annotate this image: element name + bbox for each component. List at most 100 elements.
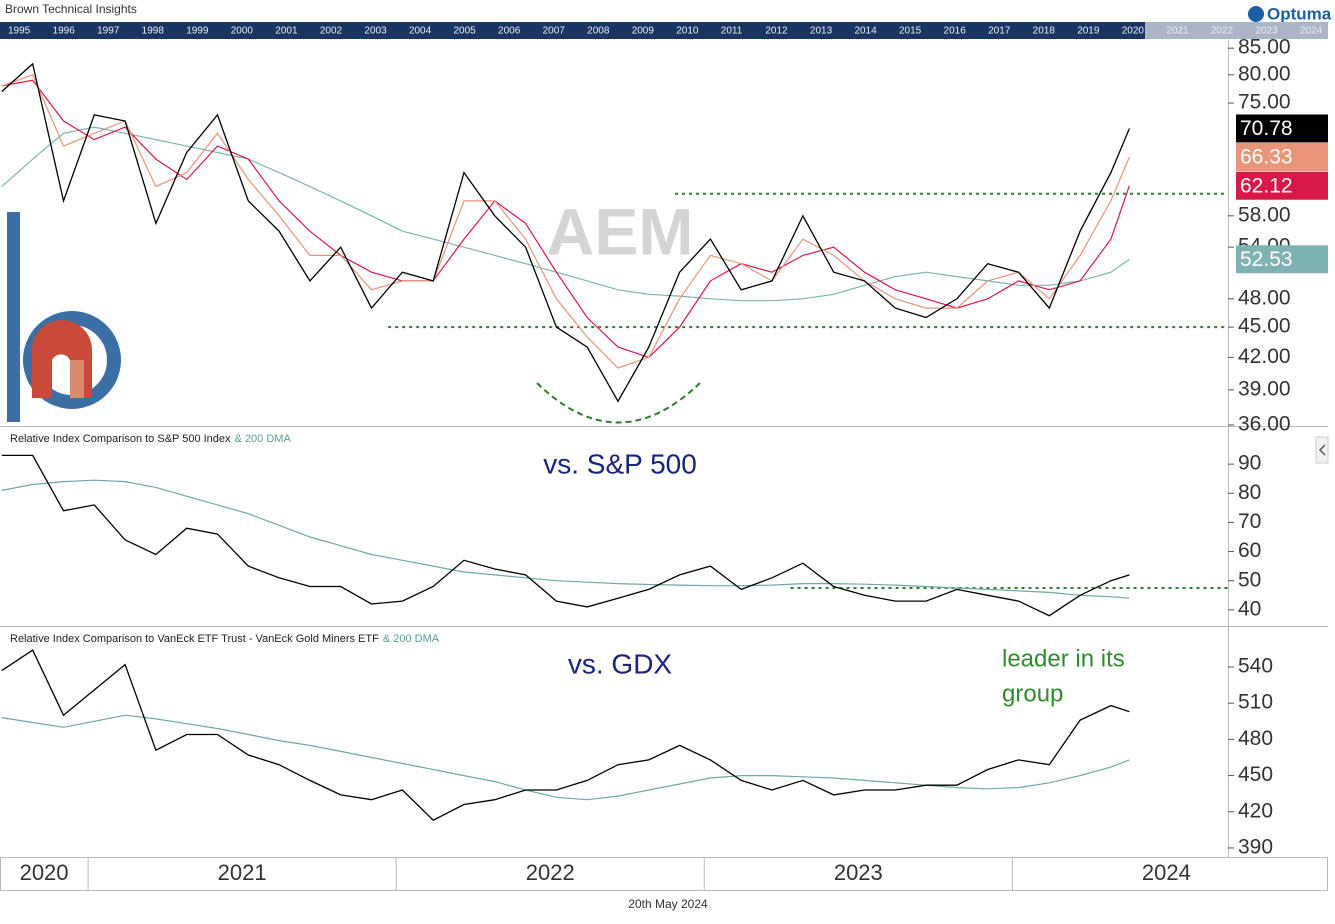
y-tick-label: 40 xyxy=(1238,597,1261,620)
panel-title-suffix: & 200 DMA xyxy=(235,433,292,445)
series-line xyxy=(1,649,1130,821)
y-tick-label: 70 xyxy=(1238,510,1261,533)
x-tick-label: 2022 xyxy=(526,860,575,885)
x-tick-label: 2021 xyxy=(218,860,267,885)
navigator-year: 2003 xyxy=(364,26,387,37)
navigator-year: 2022 xyxy=(1211,26,1234,37)
y-tick-label: 58.00 xyxy=(1238,203,1291,226)
last-value-box xyxy=(1236,171,1328,200)
series-line xyxy=(1,62,1130,403)
note: leader in its xyxy=(1002,645,1125,672)
y-tick-label: 75.00 xyxy=(1238,91,1291,114)
navigator-year: 2015 xyxy=(899,26,922,37)
last-value-label: 66.33 xyxy=(1240,146,1293,169)
navigator-year: 2024 xyxy=(1300,26,1323,37)
y-tick-label: 85.00 xyxy=(1238,36,1291,59)
y-tick-label: 36.00 xyxy=(1238,413,1291,436)
y-tick-label: 480 xyxy=(1238,727,1273,750)
navigator-year: 2001 xyxy=(275,26,298,37)
navigator-year: 2012 xyxy=(765,26,788,37)
y-tick-label: 60 xyxy=(1238,539,1261,562)
series-line xyxy=(1,454,1130,617)
x-tick-label: 2024 xyxy=(1142,860,1191,885)
navigator-year: 1997 xyxy=(97,26,120,37)
navigator-year: 2020 xyxy=(1122,26,1145,37)
logo-optuma: Optuma xyxy=(1248,4,1332,23)
navigator-year: 2006 xyxy=(498,26,521,37)
y-tick-label: 510 xyxy=(1238,691,1273,714)
y-tick-label: 390 xyxy=(1238,835,1273,858)
navigator-year: 2011 xyxy=(721,26,743,37)
collapse-button-bg[interactable] xyxy=(1315,436,1329,464)
series-line xyxy=(1,74,1130,369)
logo-stem xyxy=(7,212,20,422)
y-tick-label: 42.00 xyxy=(1238,345,1291,368)
y-tick-label: 450 xyxy=(1238,763,1273,786)
last-value-label: 52.53 xyxy=(1240,248,1293,271)
watermark: AEM xyxy=(547,194,694,268)
x-tick-label: 2023 xyxy=(834,860,883,885)
navigator-year: 2002 xyxy=(320,26,343,37)
y-tick-label: 540 xyxy=(1238,655,1273,678)
navigator-year: 1995 xyxy=(8,26,31,37)
collapse-icon[interactable] xyxy=(1318,444,1326,456)
logo-text: Optuma xyxy=(1267,4,1332,23)
navigator-year: 2008 xyxy=(587,26,610,37)
navigator-bar xyxy=(0,22,1145,39)
navigator-year: 2013 xyxy=(810,26,833,37)
panel-title: Relative Index Comparison to VanEck ETF … xyxy=(10,633,440,645)
last-value-label: 62.12 xyxy=(1240,174,1293,197)
navigator-year: 1998 xyxy=(142,26,165,37)
cup-annotation xyxy=(536,382,701,424)
last-value-box xyxy=(1236,245,1328,274)
y-tick-label: 48.00 xyxy=(1238,286,1291,309)
logo-icon xyxy=(1248,6,1264,22)
y-tick-label: 80 xyxy=(1238,481,1261,504)
y-tick-label: 80.00 xyxy=(1238,62,1291,85)
navigator-year: 2005 xyxy=(454,26,477,37)
panel-title-main: Relative Index Comparison to S&P 500 Ind… xyxy=(10,433,231,445)
navigator-year: 1996 xyxy=(53,26,76,37)
brand-logo xyxy=(7,212,121,422)
navigator-years: 1995 1996 1997 1998 1999 2000 2001 2002 2003 2004… xyxy=(8,26,1323,37)
collapse-button[interactable] xyxy=(1315,436,1329,464)
navigator-year: 2023 xyxy=(1255,26,1278,37)
last-value-box xyxy=(1236,114,1328,143)
y-tick-label: 90 xyxy=(1238,452,1261,475)
header-title: Brown Technical Insights xyxy=(5,2,137,16)
annotation: vs. GDX xyxy=(568,648,673,679)
navigator-year: 2014 xyxy=(854,26,877,37)
navigator-year: 2016 xyxy=(944,26,967,37)
series-line xyxy=(1,479,1130,599)
last-value-label: 70.78 xyxy=(1240,117,1293,140)
navigator-window xyxy=(1145,22,1328,39)
series-line xyxy=(1,714,1130,801)
y-tick-label: 39.00 xyxy=(1238,377,1291,400)
panel-title: Relative Index Comparison to S&P 500 Ind… xyxy=(10,433,291,445)
navigator-year: 2018 xyxy=(1033,26,1056,37)
panel-title-main: Relative Index Comparison to VanEck ETF … xyxy=(10,633,379,645)
navigator-year: 2009 xyxy=(632,26,655,37)
note: group xyxy=(1002,680,1063,707)
y-tick-label: 50 xyxy=(1238,568,1261,591)
last-value-box xyxy=(1236,142,1328,171)
navigator-year: 1999 xyxy=(186,26,209,37)
navigator-year: 2010 xyxy=(676,26,699,37)
y-tick-label: 420 xyxy=(1238,799,1273,822)
series-line xyxy=(1,79,1130,359)
navigator-year: 2017 xyxy=(988,26,1011,37)
navigator-year: 2000 xyxy=(231,26,254,37)
navigator-year: 2021 xyxy=(1166,26,1189,37)
x-tick-label: 2020 xyxy=(20,860,69,885)
panel-title-suffix: & 200 DMA xyxy=(383,633,440,645)
logo-bowl xyxy=(23,311,121,409)
navigator-year: 2007 xyxy=(543,26,566,37)
annotation: vs. S&P 500 xyxy=(543,448,697,479)
logo-arch-light xyxy=(70,360,84,398)
y-tick-label: 45.00 xyxy=(1238,315,1291,338)
navigator-year: 2019 xyxy=(1077,26,1100,37)
footer-date: 20th May 2024 xyxy=(628,897,708,911)
x-axis-box xyxy=(0,857,1328,891)
